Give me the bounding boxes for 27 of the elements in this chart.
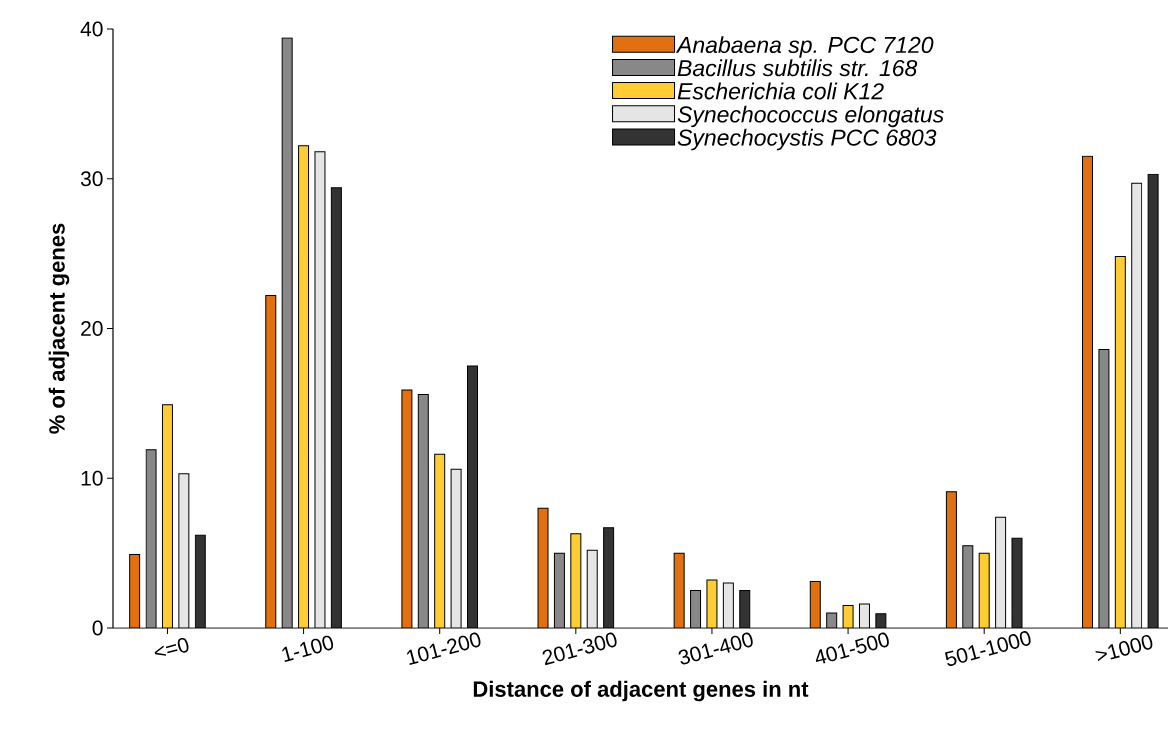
y-axis-title: % of adjacent genes — [48, 223, 70, 434]
x-tick-label: 501-1000 — [945, 631, 1031, 666]
bar — [1082, 155, 1094, 628]
legend-label: Bacillus subtilis str. 168 — [677, 59, 918, 77]
bar — [282, 37, 293, 628]
bar — [1114, 256, 1126, 628]
bar — [1131, 182, 1143, 628]
y-tick-label: 10 — [81, 470, 103, 486]
y-tick-label: 30 — [80, 171, 103, 187]
x-tick-label: >1000 — [1095, 634, 1153, 662]
legend-label: Synechocystis PCC 6803 — [677, 128, 937, 151]
y-tick-label: 40 — [80, 21, 103, 37]
x-tick-label: 301-400 — [678, 632, 753, 665]
x-tick-label: 201-300 — [542, 632, 617, 666]
bar — [331, 187, 342, 628]
legend-label: Synechococcus elongatus — [677, 105, 944, 128]
x-tick-label: 401-500 — [815, 632, 889, 664]
legend-label: Escherichia coli K12 — [677, 82, 884, 100]
x-tick-label: 101-200 — [407, 632, 481, 666]
x-tick-label: <=0 — [154, 637, 189, 656]
y-tick-label: 20 — [81, 321, 103, 336]
x-axis-title: Distance of adjacent genes in nt — [473, 680, 809, 702]
legend-label: Anabaena sp. PCC 7120 — [675, 36, 934, 58]
bar — [265, 295, 276, 628]
bar — [298, 145, 309, 628]
x-tick-label: 1-100 — [282, 635, 334, 662]
y-tick-label: 0 — [92, 620, 103, 636]
